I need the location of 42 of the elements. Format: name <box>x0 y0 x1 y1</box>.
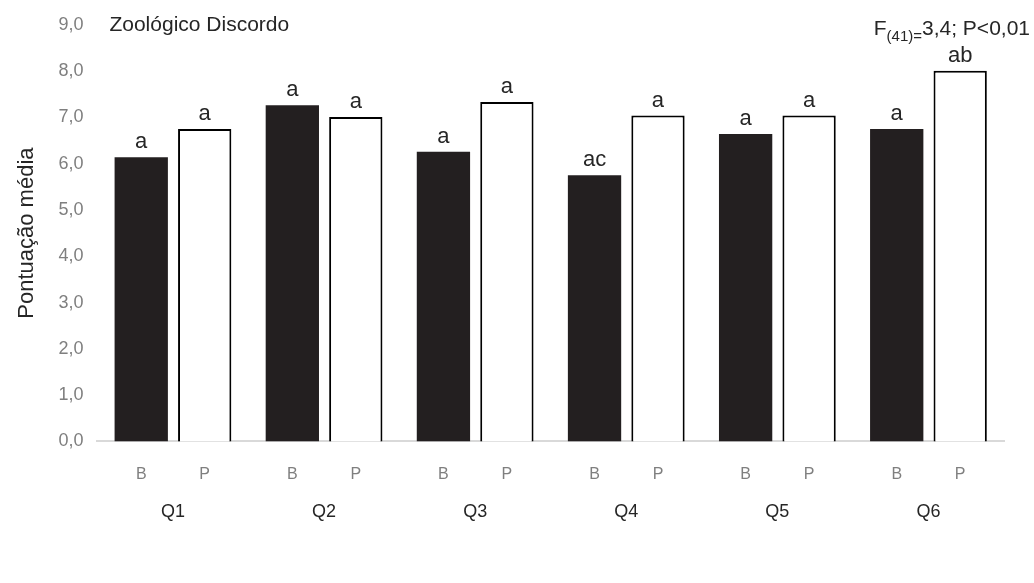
data-label: ab <box>947 41 973 67</box>
y-tick-label: 0,0 <box>58 430 84 451</box>
data-label: a <box>500 73 514 99</box>
x-tick-label: Q4 <box>614 501 639 522</box>
text: B <box>438 464 449 482</box>
data-label: a <box>286 76 300 102</box>
y-tick-label: 8,0 <box>58 60 84 81</box>
x-tick-label: Q1 <box>160 501 185 522</box>
y-tick-label: 9,0 <box>58 13 84 34</box>
data-label: a <box>802 86 816 112</box>
series-label: B <box>135 464 147 482</box>
series-label: P <box>199 464 211 482</box>
y-tick-label: 2,0 <box>58 337 84 358</box>
text: B <box>287 464 298 482</box>
text: B <box>740 464 751 482</box>
data-label: a <box>198 100 212 126</box>
text: P <box>652 464 664 482</box>
data-label: a <box>739 105 753 131</box>
data-label: ac <box>582 146 607 172</box>
x-tick-label: Q2 <box>312 501 337 522</box>
text: B <box>589 464 600 482</box>
y-tick-label: 1,0 <box>58 384 84 405</box>
text: P <box>803 464 815 482</box>
data-label: a <box>135 128 149 154</box>
y-tick-label: 4,0 <box>58 245 84 266</box>
y-tick-label: 6,0 <box>58 152 84 173</box>
x-tick-label: Q3 <box>463 501 488 522</box>
text: P <box>350 464 362 482</box>
text: P <box>954 464 966 482</box>
data-label: a <box>651 86 665 112</box>
data-label: a <box>437 122 451 148</box>
chart-title: Zoológico Discordo <box>109 11 290 35</box>
y-axis-title: Pontuação média <box>13 146 39 319</box>
data-label: a <box>349 87 363 113</box>
text: B <box>891 464 903 482</box>
y-tick-label: 5,0 <box>58 198 84 219</box>
data-label: a <box>890 100 904 126</box>
text: P <box>501 464 513 482</box>
x-tick-label: Q6 <box>916 501 941 522</box>
y-tick-label: 3,0 <box>58 291 84 312</box>
x-tick-label: Q5 <box>765 501 790 522</box>
y-tick-label: 7,0 <box>58 106 84 127</box>
